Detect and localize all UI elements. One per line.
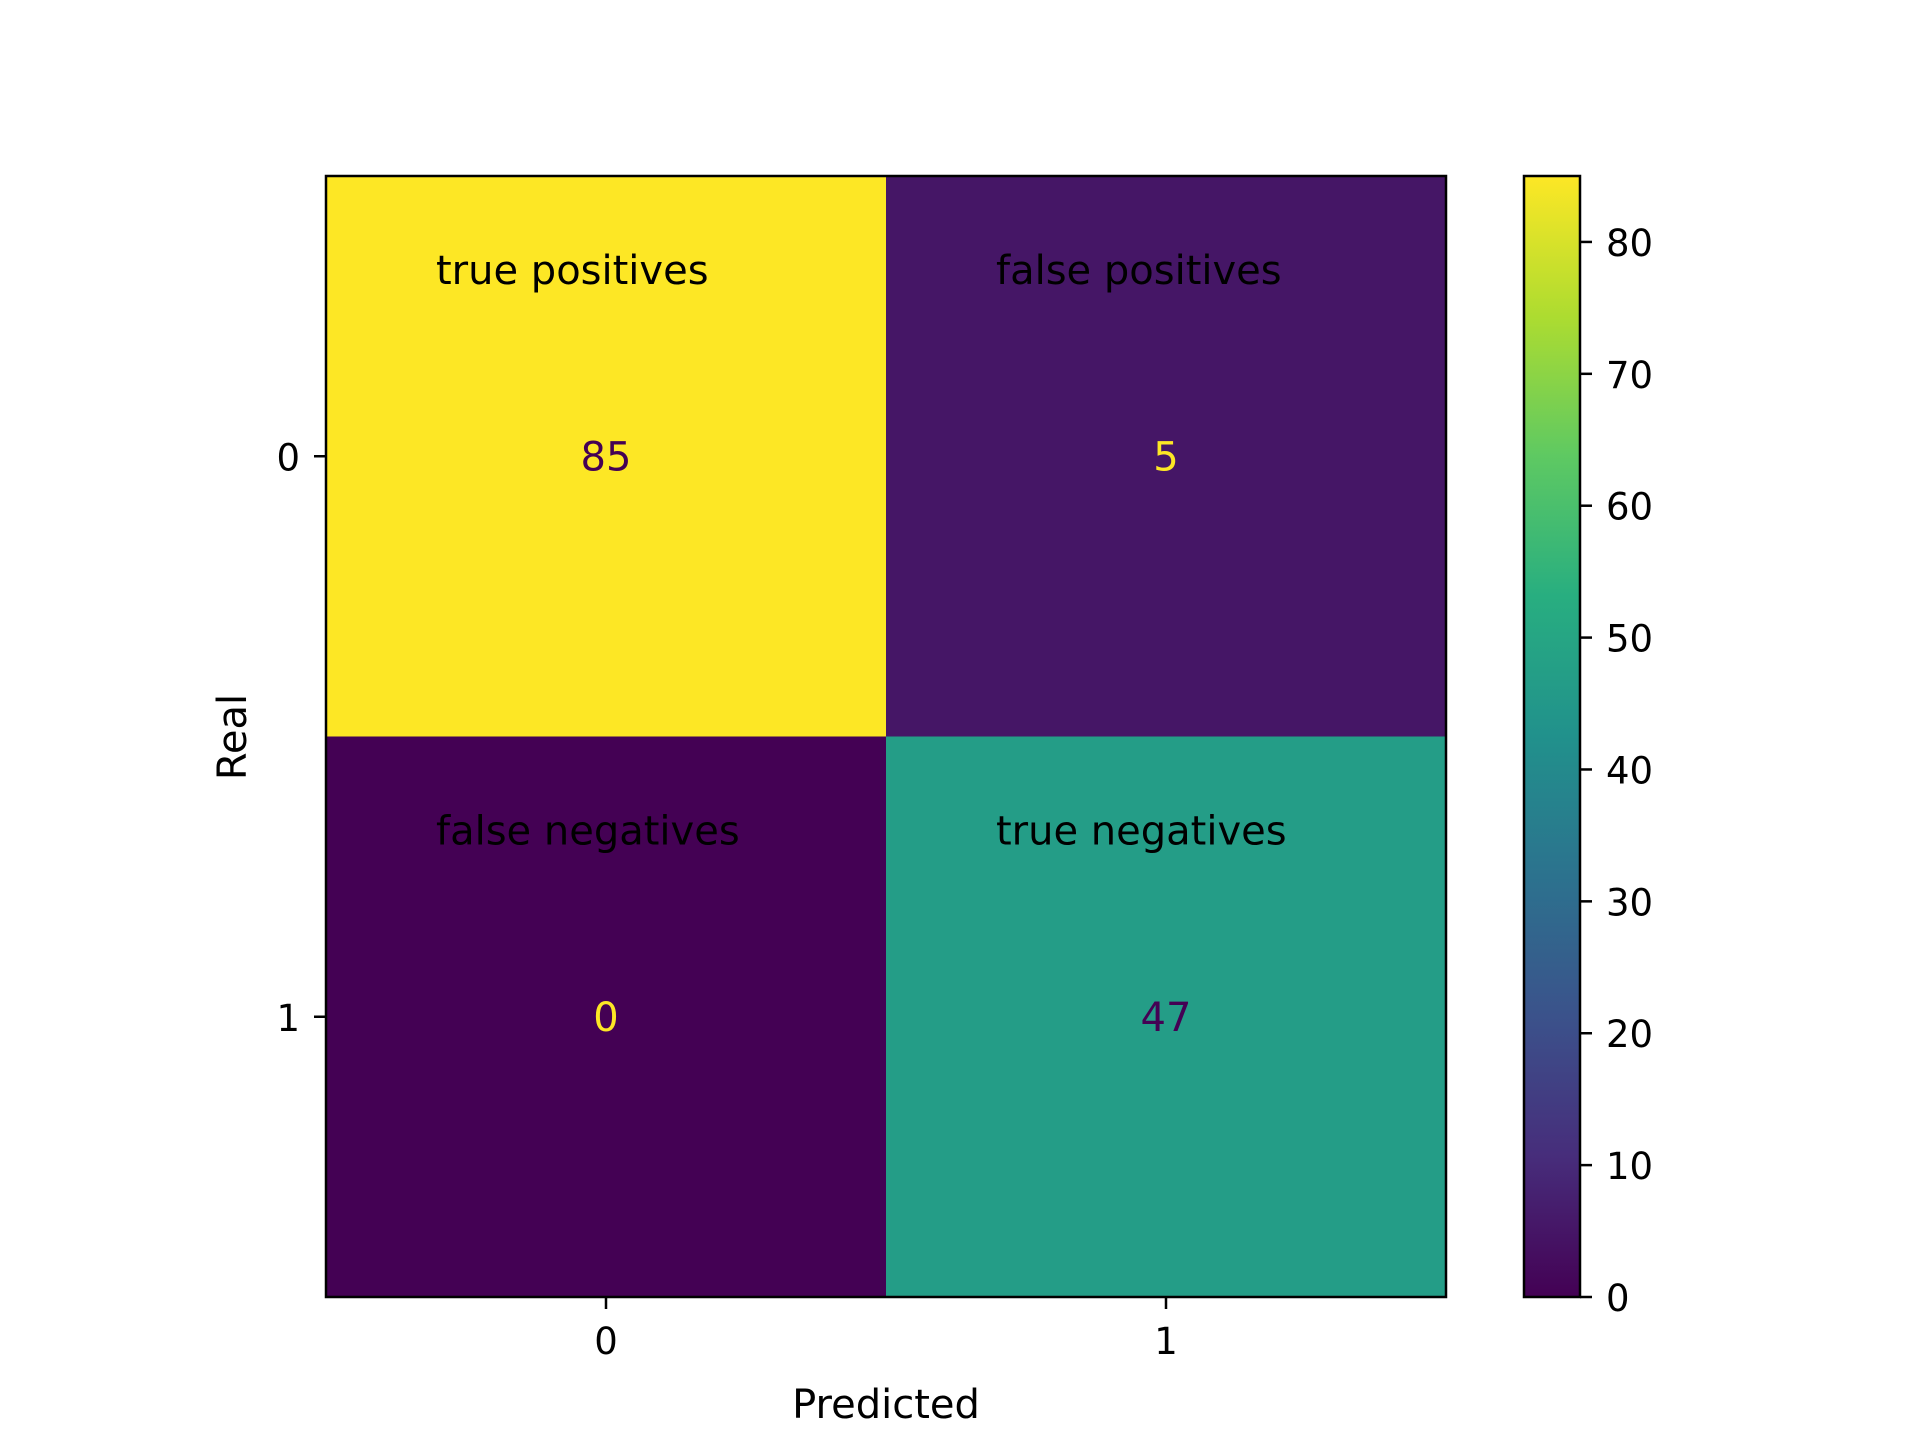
x-tick-label: 0: [594, 1320, 618, 1363]
heatmap-cell: [326, 176, 887, 737]
colorbar-ticks: 0 10 20 30 40 50 60 70 80: [1580, 222, 1653, 1320]
heatmap-cell: [886, 736, 1447, 1298]
y-tick-label: 0: [276, 436, 300, 479]
x-tick-label: 1: [1154, 1320, 1178, 1363]
axis-ticks: 0 1 0 1: [276, 436, 1177, 1363]
colorbar-tick-label: 70: [1606, 354, 1653, 397]
y-tick-label: 1: [276, 997, 300, 1040]
colorbar-tick-label: 60: [1606, 486, 1653, 529]
heatmap-cell: [326, 736, 887, 1298]
cell-caption: false negatives: [436, 809, 740, 855]
colorbar: [1522, 174, 1582, 1299]
plot-frame: [324, 174, 1448, 1299]
y-axis-label: Real: [210, 694, 256, 780]
cell-caption: true negatives: [996, 809, 1287, 855]
colorbar-tick-label: 50: [1606, 618, 1653, 661]
colorbar-tick-label: 0: [1606, 1277, 1630, 1320]
colorbar-tick-label: 80: [1606, 222, 1653, 265]
cell-value: 85: [581, 434, 632, 480]
cell-caption: false positives: [996, 248, 1282, 294]
x-axis-label: Predicted: [792, 1382, 980, 1428]
cell-value: 47: [1141, 995, 1192, 1041]
heatmap-cells: true positives 85 false positives 5 false ne…: [326, 176, 1447, 1298]
colorbar-tick-label: 40: [1606, 749, 1653, 792]
heatmap-cell: [886, 176, 1447, 737]
colorbar-tick-label: 10: [1606, 1145, 1653, 1188]
cell-value: 0: [593, 995, 618, 1041]
cell-value: 5: [1153, 434, 1178, 480]
cell-caption: true positives: [436, 248, 709, 294]
colorbar-tick-label: 30: [1606, 881, 1653, 924]
colorbar-tick-label: 20: [1606, 1013, 1653, 1056]
